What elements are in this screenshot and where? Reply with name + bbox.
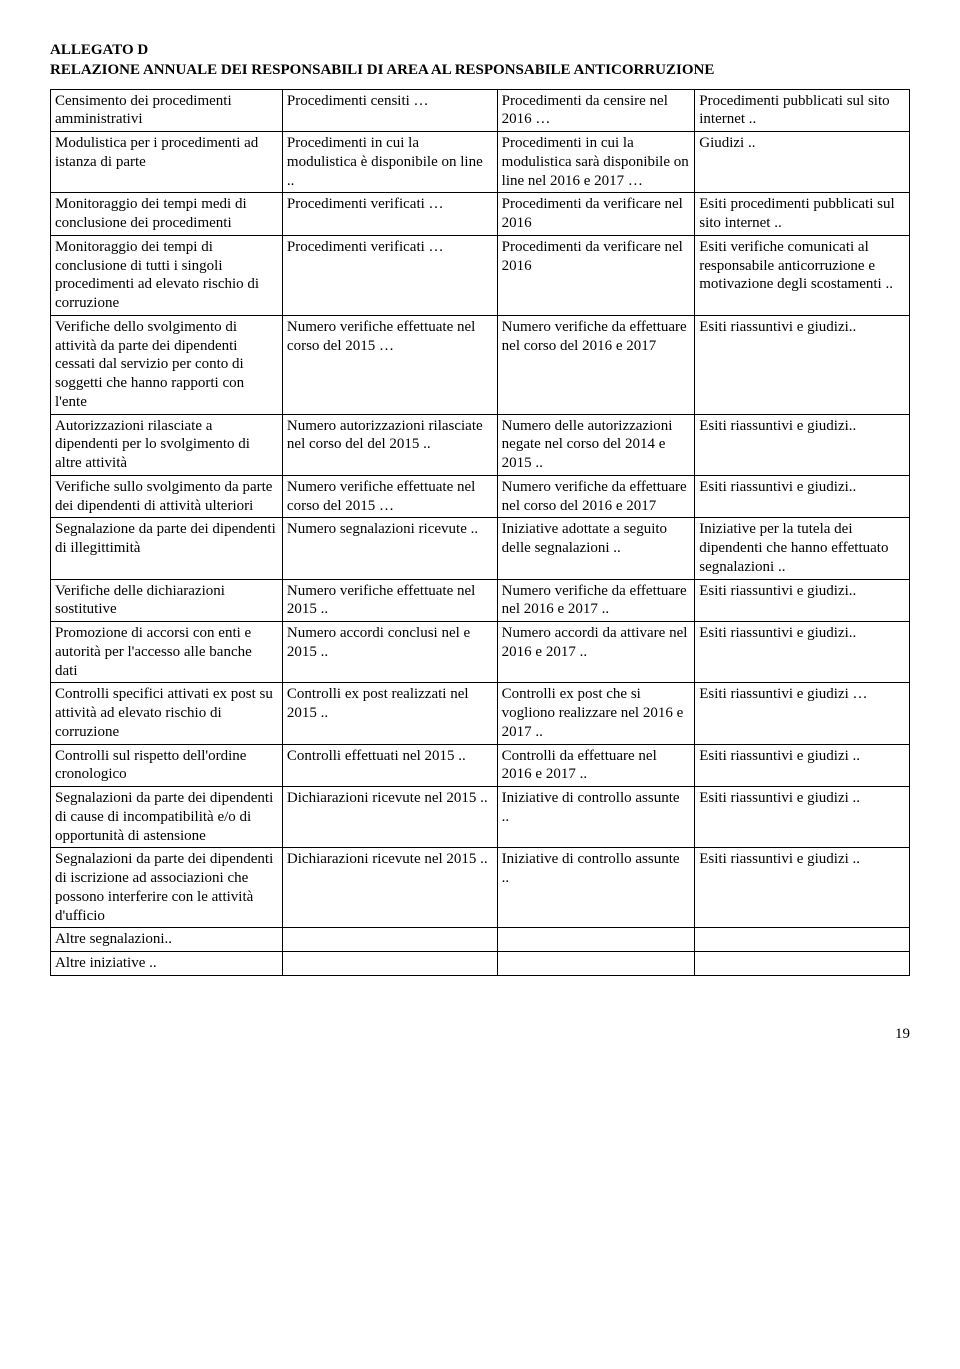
- table-cell: Procedimenti in cui la modulistica è dis…: [282, 132, 497, 193]
- table-cell: Iniziative di controllo assunte ..: [497, 848, 695, 928]
- table-cell: Verifiche dello svolgimento di attività …: [51, 315, 283, 414]
- table-cell: Numero verifiche da effettuare nel corso…: [497, 475, 695, 518]
- table-cell: Esiti riassuntivi e giudizi..: [695, 579, 910, 622]
- table-cell: Promozione di accorsi con enti e autorit…: [51, 622, 283, 683]
- table-row: Altre segnalazioni..: [51, 928, 910, 952]
- table-row: Verifiche sullo svolgimento da parte dei…: [51, 475, 910, 518]
- table-cell: Numero delle autorizzazioni negate nel c…: [497, 414, 695, 475]
- table-cell: Controlli specifici attivati ex post su …: [51, 683, 283, 744]
- table-cell: Altre segnalazioni..: [51, 928, 283, 952]
- table-cell: Esiti riassuntivi e giudizi ..: [695, 744, 910, 787]
- table-cell: Esiti riassuntivi e giudizi …: [695, 683, 910, 744]
- table-cell: [695, 952, 910, 976]
- table-cell: Censimento dei procedimenti amministrati…: [51, 89, 283, 132]
- table-cell: Procedimenti verificati …: [282, 235, 497, 315]
- table-row: Verifiche delle dichiarazioni sostitutiv…: [51, 579, 910, 622]
- table-row: Verifiche dello svolgimento di attività …: [51, 315, 910, 414]
- table-row: Monitoraggio dei tempi medi di conclusio…: [51, 193, 910, 236]
- table-cell: Dichiarazioni ricevute nel 2015 ..: [282, 787, 497, 848]
- table-cell: Giudizi ..: [695, 132, 910, 193]
- table-cell: Controlli da effettuare nel 2016 e 2017 …: [497, 744, 695, 787]
- table-cell: Segnalazioni da parte dei dipendenti di …: [51, 787, 283, 848]
- header-line-1: ALLEGATO D: [50, 40, 910, 60]
- table-row: Autorizzazioni rilasciate a dipendenti p…: [51, 414, 910, 475]
- table-cell: Esiti riassuntivi e giudizi..: [695, 475, 910, 518]
- table-cell: Numero verifiche effettuate nel corso de…: [282, 475, 497, 518]
- table-row: Censimento dei procedimenti amministrati…: [51, 89, 910, 132]
- table-cell: Dichiarazioni ricevute nel 2015 ..: [282, 848, 497, 928]
- table-row: Promozione di accorsi con enti e autorit…: [51, 622, 910, 683]
- table-row: Monitoraggio dei tempi di conclusione di…: [51, 235, 910, 315]
- table-cell: Segnalazione da parte dei dipendenti di …: [51, 518, 283, 579]
- table-row: Segnalazioni da parte dei dipendenti di …: [51, 848, 910, 928]
- table-cell: Procedimenti in cui la modulistica sarà …: [497, 132, 695, 193]
- table-cell: Numero verifiche effettuate nel corso de…: [282, 315, 497, 414]
- page-number: 19: [50, 1026, 910, 1043]
- table-cell: Controlli ex post che si vogliono realiz…: [497, 683, 695, 744]
- table-cell: [497, 952, 695, 976]
- table-cell: Numero autorizzazioni rilasciate nel cor…: [282, 414, 497, 475]
- table-cell: Esiti procedimenti pubblicati sul sito i…: [695, 193, 910, 236]
- table-cell: Iniziative adottate a seguito delle segn…: [497, 518, 695, 579]
- table-cell: Numero segnalazioni ricevute ..: [282, 518, 497, 579]
- table-cell: Esiti riassuntivi e giudizi..: [695, 622, 910, 683]
- header-line-2: RELAZIONE ANNUALE DEI RESPONSABILI DI AR…: [50, 60, 910, 80]
- table-row: Controlli sul rispetto dell'ordine crono…: [51, 744, 910, 787]
- table-cell: Monitoraggio dei tempi di conclusione di…: [51, 235, 283, 315]
- table-cell: Numero verifiche da effettuare nel corso…: [497, 315, 695, 414]
- table-cell: Altre iniziative ..: [51, 952, 283, 976]
- table-cell: Controlli sul rispetto dell'ordine crono…: [51, 744, 283, 787]
- table-cell: Esiti riassuntivi e giudizi..: [695, 315, 910, 414]
- table-cell: Procedimenti da censire nel 2016 …: [497, 89, 695, 132]
- table-cell: Monitoraggio dei tempi medi di conclusio…: [51, 193, 283, 236]
- table-row: Modulistica per i procedimenti ad istanz…: [51, 132, 910, 193]
- table-cell: Verifiche sullo svolgimento da parte dei…: [51, 475, 283, 518]
- table-cell: Controlli effettuati nel 2015 ..: [282, 744, 497, 787]
- table-cell: Esiti riassuntivi e giudizi ..: [695, 787, 910, 848]
- report-table: Censimento dei procedimenti amministrati…: [50, 89, 910, 976]
- table-cell: Controlli ex post realizzati nel 2015 ..: [282, 683, 497, 744]
- table-cell: Procedimenti da verificare nel 2016: [497, 235, 695, 315]
- table-cell: Iniziative di controllo assunte ..: [497, 787, 695, 848]
- table-row: Controlli specifici attivati ex post su …: [51, 683, 910, 744]
- table-cell: Procedimenti da verificare nel 2016: [497, 193, 695, 236]
- table-cell: [497, 928, 695, 952]
- table-cell: [282, 952, 497, 976]
- table-cell: Procedimenti censiti …: [282, 89, 497, 132]
- table-cell: Verifiche delle dichiarazioni sostitutiv…: [51, 579, 283, 622]
- table-cell: Iniziative per la tutela dei dipendenti …: [695, 518, 910, 579]
- table-cell: Esiti riassuntivi e giudizi..: [695, 414, 910, 475]
- table-cell: Procedimenti verificati …: [282, 193, 497, 236]
- table-cell: Segnalazioni da parte dei dipendenti di …: [51, 848, 283, 928]
- table-cell: Procedimenti pubblicati sul sito interne…: [695, 89, 910, 132]
- table-cell: Autorizzazioni rilasciate a dipendenti p…: [51, 414, 283, 475]
- table-cell: [282, 928, 497, 952]
- table-cell: Modulistica per i procedimenti ad istanz…: [51, 132, 283, 193]
- table-cell: Esiti verifiche comunicati al responsabi…: [695, 235, 910, 315]
- table-row: Altre iniziative ..: [51, 952, 910, 976]
- table-row: Segnalazione da parte dei dipendenti di …: [51, 518, 910, 579]
- table-cell: Esiti riassuntivi e giudizi ..: [695, 848, 910, 928]
- table-row: Segnalazioni da parte dei dipendenti di …: [51, 787, 910, 848]
- table-cell: [695, 928, 910, 952]
- table-cell: Numero verifiche effettuate nel 2015 ..: [282, 579, 497, 622]
- table-cell: Numero accordi conclusi nel e 2015 ..: [282, 622, 497, 683]
- table-cell: Numero accordi da attivare nel 2016 e 20…: [497, 622, 695, 683]
- table-cell: Numero verifiche da effettuare nel 2016 …: [497, 579, 695, 622]
